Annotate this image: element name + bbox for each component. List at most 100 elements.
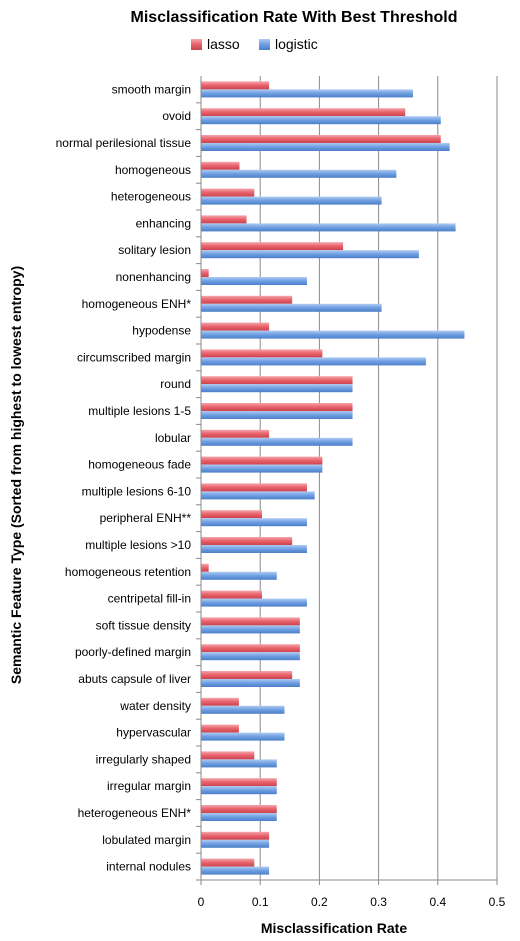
bar-lasso <box>201 590 262 599</box>
bar-logistic <box>201 223 456 232</box>
category-label: irregularly shaped <box>96 752 191 766</box>
x-tick-label: 0.3 <box>370 895 387 909</box>
category-label: homogeneous <box>115 163 191 177</box>
bar-logistic <box>201 518 307 527</box>
x-tick-labels: 0 0.1 0.2 0.3 0.4 0.5 <box>198 895 506 909</box>
bar-lasso <box>201 671 293 679</box>
bar-logistic <box>201 652 300 661</box>
x-axis-label: Misclassification Rate <box>261 920 407 936</box>
bar-lasso <box>201 644 300 653</box>
bar-lasso <box>201 161 240 170</box>
bar-logistic <box>201 330 465 339</box>
chart-title: Misclassification Rate With Best Thresho… <box>130 9 457 26</box>
bar-logistic <box>201 303 382 312</box>
bar-logistic <box>201 839 270 848</box>
bar-logistic <box>201 169 397 178</box>
category-label: normal perilesional tissue <box>56 136 192 150</box>
bar-lasso <box>201 108 406 117</box>
bar-logistic <box>201 598 307 607</box>
category-label: multiple lesions 6-10 <box>82 484 192 498</box>
bar-lasso <box>201 563 209 572</box>
category-label: centripetal fill-in <box>108 592 191 606</box>
category-label: lobular <box>155 431 191 445</box>
category-label: heterogeneous ENH* <box>78 806 192 820</box>
bar-logistic <box>201 196 382 205</box>
bar-logistic <box>201 357 426 366</box>
category-label: homogeneous retention <box>65 565 191 579</box>
category-label: hypervascular <box>116 726 191 740</box>
bar-logistic <box>201 705 285 714</box>
x-tick-label: 0.4 <box>429 895 446 909</box>
bar-lasso <box>201 778 277 787</box>
bar-lasso <box>201 751 255 760</box>
category-label: soft tissue density <box>96 618 191 632</box>
bar-logistic <box>201 545 307 553</box>
bar-lasso <box>201 322 270 331</box>
category-label: nonenhancing <box>116 270 191 284</box>
category-label: enhancing <box>136 216 191 230</box>
y-axis-label: Semantic Feature Type (Sorted from highe… <box>8 266 24 684</box>
category-label: water density <box>119 699 191 713</box>
category-labels: smooth margin ovoid normal perilesional ti… <box>56 82 192 873</box>
bar-lasso <box>201 510 262 519</box>
category-label: multiple lesions 1-5 <box>88 404 191 418</box>
x-tick-label: 0.2 <box>311 895 328 909</box>
bar-logistic <box>201 143 450 151</box>
bar-logistic <box>201 732 285 741</box>
bar-lasso <box>201 81 270 90</box>
bar-lasso <box>201 349 323 358</box>
category-label: poorly-defined margin <box>75 645 191 659</box>
bar-logistic <box>201 384 353 393</box>
legend-swatch-lasso <box>191 39 202 50</box>
bar-logistic <box>201 250 419 259</box>
bar-lasso <box>201 269 209 277</box>
bar-lasso <box>201 831 270 840</box>
bar-logistic <box>201 813 277 821</box>
grid-lines <box>196 76 498 885</box>
category-label: internal nodules <box>106 860 191 874</box>
bar-lasso <box>201 403 353 411</box>
category-label: hypodense <box>132 324 191 338</box>
category-label: lobulated margin <box>102 833 191 847</box>
category-label: homogeneous ENH* <box>82 297 192 311</box>
bar-logistic <box>201 116 441 125</box>
bar-lasso <box>201 135 441 143</box>
bar-lasso <box>201 697 239 706</box>
bar-lasso <box>201 858 255 867</box>
bar-logistic <box>201 571 277 580</box>
category-label: homogeneous fade <box>88 458 191 472</box>
legend-label-logistic: logistic <box>275 36 318 52</box>
bar-logistic <box>201 625 300 634</box>
x-tick-label: 0.1 <box>252 895 269 909</box>
bar-logistic <box>201 437 353 446</box>
bar-lasso <box>201 724 239 733</box>
bar-logistic <box>201 89 413 98</box>
bar-lasso <box>201 537 293 545</box>
x-tick-label: 0 <box>198 895 205 909</box>
legend: lasso logistic <box>191 36 318 52</box>
bar-lasso <box>201 376 353 385</box>
category-label: abuts capsule of liver <box>78 672 191 686</box>
bar-lasso <box>201 188 255 197</box>
category-label: peripheral ENH** <box>100 511 192 525</box>
bar-logistic <box>201 277 307 285</box>
category-label: round <box>160 377 191 391</box>
bar-lasso <box>201 242 344 251</box>
category-label: irregular margin <box>107 779 191 793</box>
legend-swatch-logistic <box>259 39 270 50</box>
bar-lasso <box>201 456 323 465</box>
bar-lasso <box>201 617 300 626</box>
bar-lasso <box>201 295 293 304</box>
category-label: multiple lesions >10 <box>85 538 191 552</box>
category-label: solitary lesion <box>118 243 191 257</box>
bar-logistic <box>201 759 277 768</box>
bar-lasso <box>201 215 247 224</box>
x-tick-label: 0.5 <box>489 895 506 909</box>
category-label: circumscribed margin <box>77 350 191 364</box>
bar-logistic <box>201 866 270 875</box>
category-label: heterogeneous <box>111 190 191 204</box>
legend-label-lasso: lasso <box>207 36 240 52</box>
bar-logistic <box>201 411 353 419</box>
bar-lasso <box>201 429 270 438</box>
